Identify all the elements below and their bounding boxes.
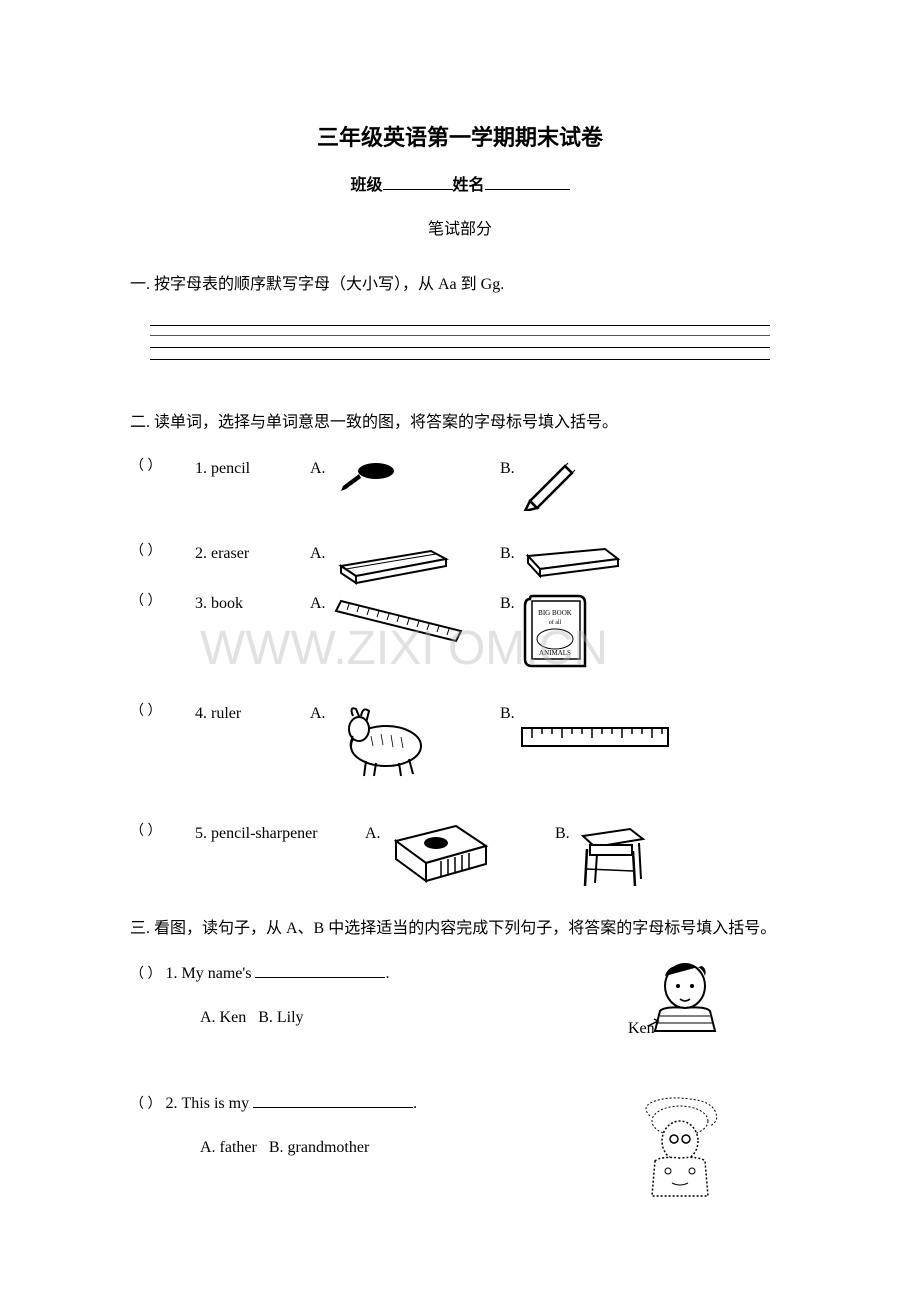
- name-label: 姓名: [453, 177, 485, 194]
- ruler-icon: [520, 726, 670, 748]
- section3-question: （ ） 2. This is my . A. father B. grandmo…: [130, 1091, 790, 1201]
- writing-line: [150, 318, 770, 326]
- desk-icon: [575, 821, 650, 891]
- option-label-b: B.: [555, 821, 570, 847]
- pen-icon: [331, 456, 401, 496]
- options-line: A. Ken B. Lily: [200, 1005, 610, 1031]
- sentence-suffix: .: [413, 1095, 417, 1112]
- option-b: B. BIG BOOK of all ANIMALS: [500, 591, 595, 671]
- fill-blank[interactable]: [255, 962, 385, 978]
- svg-text:ANIMALS: ANIMALS: [539, 649, 571, 657]
- option-label-b: B.: [500, 456, 515, 482]
- question-image: Ken: [610, 961, 790, 1041]
- option-b: B.: [500, 541, 625, 581]
- option-a-text: A. Ken: [200, 1009, 246, 1026]
- sharpener-icon: [386, 821, 496, 886]
- option-label-a: A.: [310, 456, 326, 482]
- question-row: （ ） 3. book A.: [130, 591, 790, 671]
- option-a: A.: [310, 591, 490, 646]
- options-line: A. father B. grandmother: [200, 1135, 610, 1161]
- class-blank[interactable]: [383, 174, 453, 190]
- pencil-case-icon: [331, 541, 451, 586]
- section2-instruction: 二. 读单词，选择与单词意思一致的图，将答案的字母标号填入括号。: [130, 410, 790, 436]
- question-text: 3. book: [195, 591, 300, 617]
- question-text: 4. ruler: [195, 701, 300, 727]
- writing-line: [150, 330, 770, 336]
- option-label-a: A.: [310, 541, 326, 567]
- student-info-line: 班级 姓名: [130, 173, 790, 199]
- option-b-text: B. grandmother: [269, 1139, 369, 1156]
- option-label-a: A.: [310, 591, 326, 617]
- sentence-suffix: .: [385, 965, 389, 982]
- section3-instruction: 三. 看图，读句子，从 A、B 中选择适当的内容完成下列句子，将答案的字母标号填…: [130, 916, 790, 942]
- question-row: （ ） 1. pencil A. B.: [130, 456, 790, 511]
- option-label-a: A.: [365, 821, 381, 886]
- book-icon: BIG BOOK of all ANIMALS: [520, 591, 595, 671]
- option-a: A.: [365, 821, 545, 886]
- question-row: （ ） 4. ruler A.: [130, 701, 790, 781]
- exam-title: 三年级英语第一学期期末试卷: [130, 120, 790, 155]
- ruler-triangle-icon: [331, 591, 471, 646]
- question-text: 2. This is my: [166, 1095, 254, 1112]
- question-row: （ ） 2. eraser A. B.: [130, 541, 790, 586]
- option-b-text: B. Lily: [258, 1009, 303, 1026]
- question-image: [610, 1091, 790, 1201]
- option-b: B.: [500, 456, 580, 511]
- answer-bracket[interactable]: （ ）: [130, 541, 185, 563]
- answer-bracket[interactable]: （ ）: [130, 821, 185, 843]
- eraser-icon: [520, 541, 625, 581]
- option-a-text: A. father: [200, 1139, 257, 1156]
- goat-icon: [331, 701, 441, 781]
- option-a: A.: [310, 701, 490, 781]
- option-a: A.: [310, 456, 490, 496]
- option-b: B.: [500, 701, 670, 748]
- question-text: 5. pencil-sharpener: [195, 821, 355, 847]
- writing-line: [150, 340, 770, 348]
- question-text: 1. My name's: [166, 965, 256, 982]
- option-label-b: B.: [500, 591, 515, 617]
- section-heading: 笔试部分: [130, 217, 790, 243]
- svg-text:BIG BOOK: BIG BOOK: [538, 609, 572, 617]
- question-row: （ ） 5. pencil-sharpener A.: [130, 821, 790, 891]
- class-label: 班级: [350, 177, 382, 194]
- option-label-b: B.: [500, 541, 515, 567]
- section3-question: （ ） 1. My name's . A. Ken B. Lily: [130, 961, 790, 1041]
- answer-bracket[interactable]: （ ）: [130, 967, 162, 982]
- pencil-icon: [520, 456, 580, 511]
- answer-bracket[interactable]: （ ）: [130, 591, 185, 613]
- fill-blank[interactable]: [253, 1092, 413, 1108]
- page-container: 三年级英语第一学期期末试卷 班级 姓名 笔试部分 一. 按字母表的顺序默写字母（大…: [130, 120, 790, 1201]
- svg-text:of all: of all: [548, 619, 561, 626]
- option-b: B.: [555, 821, 650, 891]
- writing-lines-area[interactable]: [150, 318, 770, 360]
- answer-bracket[interactable]: （ ）: [130, 1097, 162, 1112]
- option-a: A.: [310, 541, 490, 586]
- option-label-b: B.: [500, 701, 515, 727]
- answer-bracket[interactable]: （ ）: [130, 456, 185, 478]
- question-text: 2. eraser: [195, 541, 300, 567]
- name-blank[interactable]: [485, 174, 570, 190]
- svg-text:Ken: Ken: [628, 1020, 655, 1037]
- question-text: 1. pencil: [195, 456, 300, 482]
- writing-line: [150, 352, 770, 360]
- option-label-a: A.: [310, 701, 326, 727]
- answer-bracket[interactable]: （ ）: [130, 701, 185, 723]
- section1-instruction: 一. 按字母表的顺序默写字母（大小写），从 Aa 到 Gg.: [130, 272, 790, 298]
